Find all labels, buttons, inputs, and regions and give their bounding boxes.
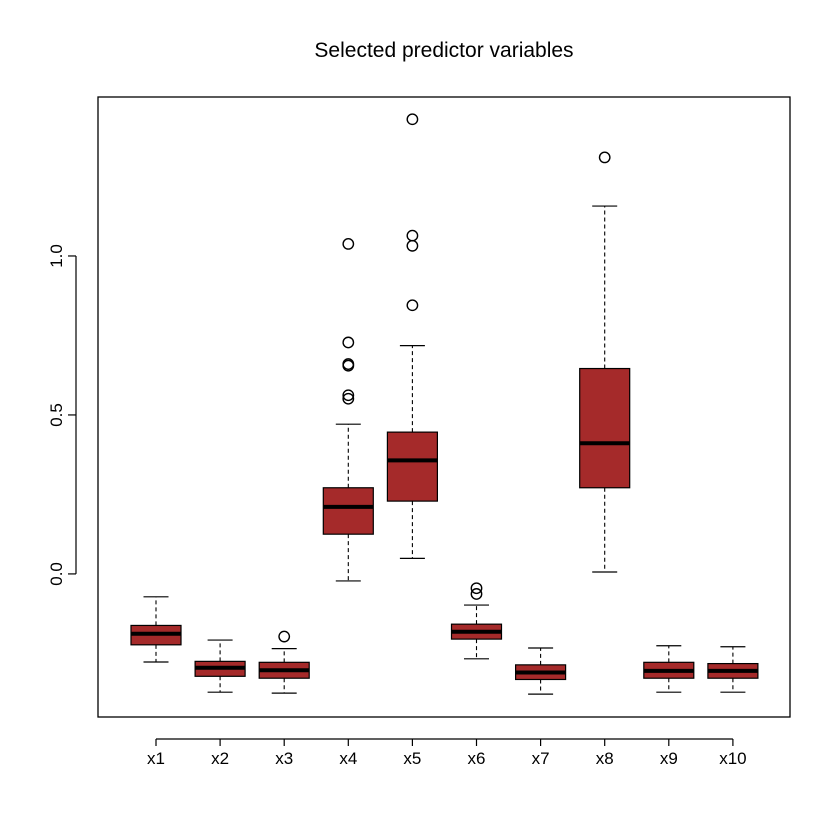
iqr-box	[322, 487, 374, 535]
box-x9	[643, 645, 695, 693]
outlier-point	[598, 151, 611, 164]
outlier-point	[342, 237, 355, 250]
y-tick-label: 0.0	[47, 562, 66, 586]
x-tick-label: x6	[468, 749, 486, 768]
box-x5	[386, 113, 438, 559]
x-tick-label: x8	[596, 749, 614, 768]
plot-frame	[97, 96, 791, 718]
outlier-point	[470, 588, 483, 600]
outlier-point	[342, 392, 355, 405]
outlier-point	[342, 389, 355, 402]
box-x6	[450, 582, 503, 660]
chart-title: Selected predictor variables	[314, 39, 573, 62]
box-x3	[258, 630, 310, 694]
y-tick-label: 0.5	[47, 403, 66, 427]
outlier-point	[406, 239, 419, 252]
y-axis: 0.0 0.5 1.0	[47, 244, 77, 586]
box-x1	[130, 596, 182, 663]
x-tick-label: x9	[660, 749, 678, 768]
box-x10	[707, 646, 759, 693]
x-tick-label: x3	[275, 749, 293, 768]
y-tick-label: 1.0	[47, 244, 66, 268]
x-tick-label: x2	[211, 749, 229, 768]
boxes-group	[130, 113, 759, 695]
box-x2	[194, 639, 246, 693]
outlier-point	[342, 358, 355, 370]
x-axis: x1 x2 x3 x4 x5 x6 x7 x8 x9 x10	[147, 738, 747, 768]
iqr-box	[579, 367, 631, 489]
box-x4	[322, 237, 374, 582]
outlier-point	[406, 299, 419, 312]
iqr-box	[386, 431, 438, 502]
outlier-point	[406, 113, 419, 126]
x-tick-label: x7	[532, 749, 550, 768]
outlier-point	[470, 582, 483, 595]
outlier-point	[342, 336, 355, 349]
x-tick-label: x1	[147, 749, 165, 768]
x-tick-label: x4	[339, 749, 357, 768]
box-x7	[514, 647, 567, 695]
outlier-point	[278, 630, 291, 643]
x-tick-label: x10	[719, 749, 746, 768]
outlier-point	[406, 229, 419, 242]
x-tick-label: x5	[403, 749, 421, 768]
box-x8	[579, 151, 631, 573]
